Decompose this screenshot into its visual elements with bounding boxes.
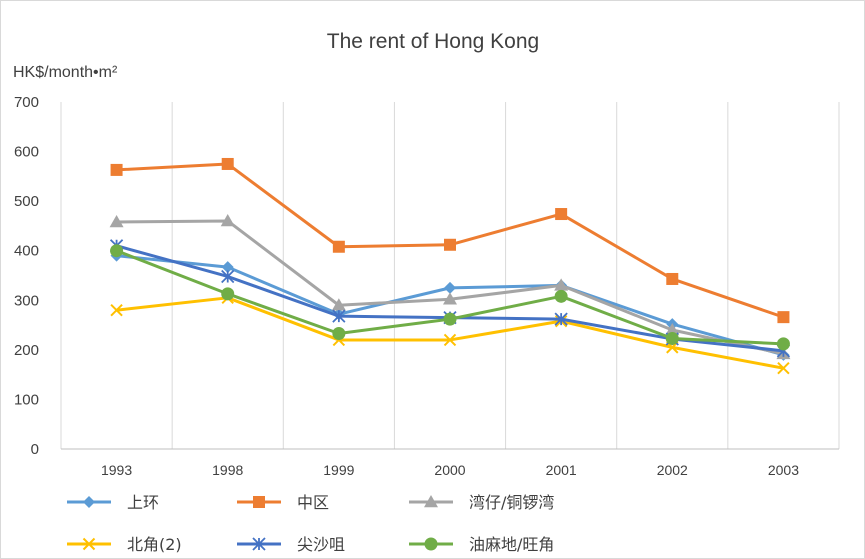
x-tick-label: 1998	[212, 462, 243, 478]
data-point	[332, 240, 345, 253]
data-point	[554, 278, 569, 291]
data-point	[221, 287, 235, 301]
data-point	[221, 261, 234, 274]
data-point	[443, 333, 457, 347]
data-point	[110, 303, 123, 317]
data-point	[444, 281, 456, 294]
data-point	[555, 208, 568, 221]
legend-marker	[252, 537, 266, 551]
legend-entry: 北角(2)	[67, 535, 182, 554]
data-point	[665, 323, 680, 336]
legend-label: 中区	[297, 493, 329, 512]
data-point	[110, 244, 124, 258]
x-tick-label: 2001	[546, 462, 577, 478]
data-point	[443, 292, 457, 305]
legend-entry: 湾仔/铜锣湾	[409, 493, 554, 512]
data-point	[221, 157, 234, 170]
y-axis-label: HK$/month•m²	[13, 64, 118, 81]
legend-label: 尖沙咀	[297, 535, 345, 554]
series-0	[110, 249, 790, 361]
x-tick-label: 2003	[768, 462, 799, 478]
y-tick-label: 500	[14, 193, 39, 210]
data-point	[665, 331, 679, 345]
data-point	[444, 238, 456, 251]
legend-entry: 尖沙咀	[237, 535, 345, 554]
y-tick-label: 200	[14, 342, 39, 359]
legend-entry: 上环	[67, 493, 159, 512]
y-tick-labels: 0 100 200 300 400 500 600 700	[14, 94, 39, 458]
data-point	[777, 361, 790, 375]
x-tick-label: 2000	[434, 462, 465, 478]
legend-label: 油麻地/旺角	[469, 535, 554, 554]
x-tick-label: 1993	[101, 462, 132, 478]
data-point	[554, 312, 568, 326]
data-point	[331, 298, 346, 311]
data-point	[220, 213, 235, 227]
data-point	[221, 269, 235, 284]
series-1	[110, 157, 790, 324]
legend-label: 湾仔/铜锣湾	[469, 493, 554, 512]
series-5	[110, 244, 790, 351]
data-point	[332, 309, 346, 323]
data-point	[332, 326, 346, 340]
legend-marker	[83, 496, 95, 508]
data-point	[554, 289, 568, 303]
chart-title: The rent of Hong Kong	[327, 30, 539, 53]
y-tick-label: 700	[14, 94, 39, 111]
grid-lines	[60, 102, 840, 449]
x-tick-label: 2002	[657, 462, 688, 478]
legend-label: 北角(2)	[127, 535, 182, 554]
legend-entry: 油麻地/旺角	[409, 535, 554, 554]
legend-entry: 中区	[237, 493, 329, 512]
y-tick-label: 100	[14, 391, 39, 408]
y-tick-label: 400	[14, 243, 39, 260]
y-tick-label: 0	[31, 441, 39, 458]
y-tick-label: 300	[14, 292, 39, 309]
legend-marker	[253, 496, 265, 508]
x-tick-labels: 1993 1998 1999 2000 2001 2002 2003	[101, 462, 799, 478]
series-2	[109, 213, 791, 360]
legend-marker	[424, 495, 438, 508]
legend-label: 上环	[127, 493, 159, 512]
legend-marker	[82, 537, 96, 551]
data-point	[666, 272, 679, 285]
series-lines	[109, 157, 791, 375]
data-point	[443, 312, 457, 326]
data-point	[109, 214, 124, 228]
x-tick-label: 1999	[323, 462, 354, 478]
y-tick-label: 600	[14, 144, 39, 161]
data-point	[110, 163, 123, 176]
data-point	[776, 337, 790, 351]
data-point	[777, 311, 790, 324]
legend-marker	[424, 537, 438, 551]
